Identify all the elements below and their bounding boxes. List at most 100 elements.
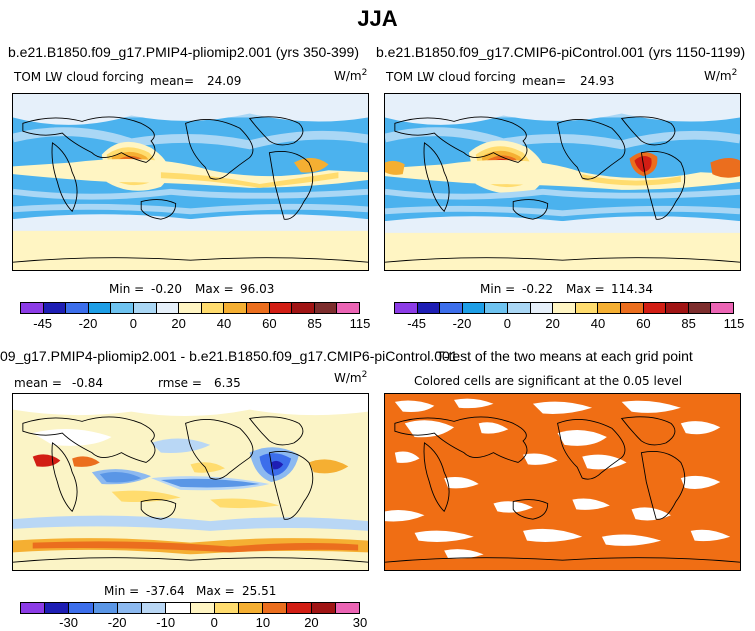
colorbar-swatch xyxy=(117,603,143,613)
panel-right-top-case-title: b.e21.B1850.f09_g17.CMIP6-piControl.001 … xyxy=(376,44,746,60)
colorbar-swatch xyxy=(598,303,621,313)
page-title: JJA xyxy=(357,6,398,31)
panel-right-top-units: W/m2 xyxy=(704,68,738,83)
colorbar-swatch xyxy=(269,303,293,313)
panel-left-bottom-mean-value: -0.84 xyxy=(72,376,104,390)
panel-left-top-units: W/m2 xyxy=(334,68,368,83)
panel-left-bottom-case-title: 09_g17.PMIP4-pliomip2.001 - b.e21.B1850.… xyxy=(0,348,458,364)
colorbar-swatch xyxy=(66,303,89,313)
panel-left-top-min-label: Min = xyxy=(109,282,145,296)
colorbar-swatch xyxy=(201,303,225,313)
map-left-top xyxy=(12,93,369,271)
colorbar-swatch xyxy=(335,603,360,613)
colorbar-swatch xyxy=(553,303,576,313)
map-right-bottom xyxy=(384,393,741,571)
colorbar-left-bottom xyxy=(20,602,360,614)
panel-left-top-mean-value: 24.09 xyxy=(207,74,242,88)
colorbar-tick-label: -30 xyxy=(59,615,78,630)
colorbar-swatch xyxy=(395,303,418,313)
colorbar-swatch xyxy=(246,303,270,313)
colorbar-tick-label: -45 xyxy=(407,316,427,331)
colorbar-swatch xyxy=(417,303,441,313)
colorbar-swatch xyxy=(507,303,531,313)
colorbar-tick-label: 20 xyxy=(545,316,560,331)
colorbar-swatch xyxy=(88,303,112,313)
colorbar-swatch xyxy=(214,603,239,613)
colorbar-swatch xyxy=(666,303,689,313)
colorbar-swatch xyxy=(688,303,712,313)
panel-right-bottom-title: T-test of the two means at each grid poi… xyxy=(436,348,693,364)
panel-left-top-case-title: b.e21.B1850.f09_g17.PMIP4-pliomip2.001 (… xyxy=(8,44,359,60)
map-left-bottom xyxy=(12,393,369,571)
panel-left-top-variable: TOM LW cloud forcing xyxy=(14,70,144,84)
panel-left-bottom-units: W/m2 xyxy=(334,370,368,385)
colorbar-tick-label: 115 xyxy=(723,316,745,331)
colorbar-swatch xyxy=(21,303,44,313)
colorbar-swatch xyxy=(287,603,312,613)
colorbar-swatch xyxy=(620,303,644,313)
colorbar-swatch xyxy=(190,603,215,613)
colorbar-swatch xyxy=(45,603,70,613)
colorbar-tick-label: 60 xyxy=(262,316,277,331)
colorbar-swatch xyxy=(69,603,94,613)
colorbar-swatch xyxy=(133,303,157,313)
colorbar-tick-label: 0 xyxy=(210,615,218,630)
colorbar-swatch xyxy=(314,303,338,313)
panel-left-top-min-value: -0.20 xyxy=(151,282,183,296)
colorbar-tick-label: 0 xyxy=(503,316,511,331)
colorbar-swatch xyxy=(142,603,167,613)
panel-left-bottom-rmse-label: rmse = xyxy=(158,376,202,390)
colorbar-swatch xyxy=(263,603,288,613)
panel-right-top-mean-value: 24.93 xyxy=(580,74,615,88)
colorbar-swatch xyxy=(711,303,733,313)
colorbar-tick-label: 60 xyxy=(636,316,651,331)
colorbar-swatch xyxy=(485,303,508,313)
colorbar-tick-label: 85 xyxy=(307,316,322,331)
colorbar-swatch xyxy=(43,303,67,313)
colorbar-swatch xyxy=(224,303,247,313)
panel-left-bottom-max-value: 25.51 xyxy=(242,584,277,598)
panel-left-top-mean-label: mean= xyxy=(150,74,195,88)
colorbar-tick-label: -45 xyxy=(33,316,53,331)
colorbar-tick-label: 30 xyxy=(352,615,368,630)
panel-right-bottom-subtitle: Colored cells are significant at the 0.0… xyxy=(414,374,683,388)
colorbar-tick-label: -20 xyxy=(107,615,127,630)
panel-left-top-max-value: 96.03 xyxy=(240,282,275,296)
colorbar-tick-label: 85 xyxy=(681,316,696,331)
colorbar-tick-label: 40 xyxy=(590,316,606,331)
panel-left-bottom-min-label: Min = xyxy=(104,584,140,598)
colorbar-swatch xyxy=(166,603,191,613)
colorbar-swatch xyxy=(530,303,554,313)
colorbar-tick-label: 20 xyxy=(304,615,319,630)
colorbar-swatch xyxy=(643,303,667,313)
panel-left-bottom-min-value: -37.64 xyxy=(146,584,185,598)
panel-right-top-min-value: -0.22 xyxy=(522,282,554,296)
colorbar-tick-label: 115 xyxy=(349,316,371,331)
panel-right-top-max-label: Max = xyxy=(566,282,605,296)
colorbar-swatch xyxy=(21,603,46,613)
colorbar-swatch xyxy=(462,303,486,313)
colorbar-swatch xyxy=(337,303,359,313)
panel-right-top-mean-label: mean= xyxy=(522,74,567,88)
colorbar-tick-label: -20 xyxy=(452,316,472,331)
colorbar-swatch xyxy=(238,603,264,613)
colorbar-swatch xyxy=(156,303,180,313)
colorbar-swatch xyxy=(93,603,118,613)
colorbar-swatch xyxy=(440,303,463,313)
colorbar-swatch xyxy=(311,603,336,613)
colorbar-swatch xyxy=(179,303,202,313)
colorbar-tick-label: 20 xyxy=(171,316,186,331)
colorbar-swatch xyxy=(111,303,134,313)
colorbar-swatch xyxy=(292,303,315,313)
colorbar-tick-label: 40 xyxy=(216,316,232,331)
colorbar-right-top xyxy=(394,302,734,314)
colorbar-tick-label: -20 xyxy=(78,316,98,331)
panel-right-top-max-value: 114.34 xyxy=(611,282,653,296)
map-right-top xyxy=(384,93,741,271)
colorbar-tick-label: 10 xyxy=(255,615,271,630)
panel-left-top-max-label: Max = xyxy=(195,282,234,296)
panel-left-bottom-rmse-value: 6.35 xyxy=(214,376,241,390)
colorbar-swatch xyxy=(575,303,599,313)
colorbar-tick-label: -10 xyxy=(156,615,176,630)
